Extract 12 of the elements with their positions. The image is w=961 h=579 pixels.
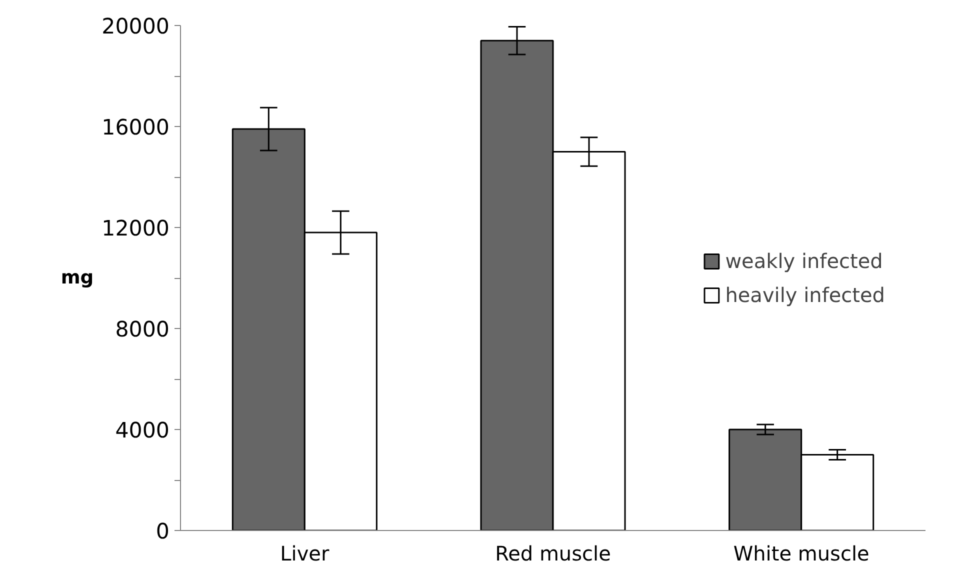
y-tick-label: 4000: [115, 418, 170, 444]
y-tick-label: 12000: [102, 216, 170, 242]
y-tick-label: 8000: [115, 318, 170, 342]
legend-label: weakly infected: [725, 248, 883, 272]
legend-label: heavily infected: [725, 282, 885, 306]
x-tick-label: Liver: [280, 542, 330, 566]
y-tick-label: 20000: [102, 14, 170, 40]
y-tick-label: 0: [156, 520, 170, 544]
y-axis-title: mg: [60, 268, 94, 288]
x-tick-label: White muscle: [733, 542, 870, 566]
x-tick-label: Red muscle: [495, 542, 611, 566]
y-tick-label: 16000: [102, 116, 170, 140]
